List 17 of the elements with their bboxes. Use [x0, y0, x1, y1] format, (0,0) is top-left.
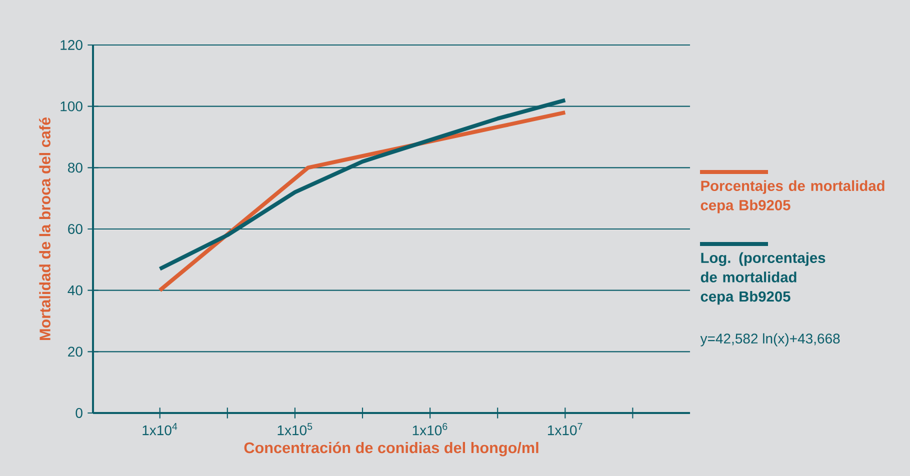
legend-label: Porcentajes de mortalidad cepa Bb9205: [700, 180, 884, 214]
x-tick-label: 1x10$^{7}$: [548, 423, 582, 436]
x-tick-label: 1x10$^{6}$: [412, 423, 448, 436]
legend-label: Log. (porcentajes de mortalidad cepa Bb9205: [700, 252, 826, 305]
y-tick-label: 40: [68, 285, 82, 296]
y-tick-label: 120: [60, 40, 82, 50]
y-tick-label: 100: [60, 101, 82, 112]
x-tick-label: 1x10$^{4}$: [142, 423, 178, 436]
y-axis-title: Mortalidad de la broca del café: [39, 117, 50, 340]
y-tick-label: 20: [68, 346, 82, 357]
x-tick-label: 1x10$^{5}$: [278, 423, 312, 436]
y-tick-label: 0: [76, 408, 82, 418]
y-tick-label: 60: [68, 224, 82, 234]
y-tick-label: 80: [68, 162, 82, 173]
line-series: [158, 98, 568, 271]
text: y=42,582 ln(x)+43,668: [700, 333, 840, 346]
x-axis-title: Concentración de conidias del hongo/ml: [244, 442, 538, 456]
